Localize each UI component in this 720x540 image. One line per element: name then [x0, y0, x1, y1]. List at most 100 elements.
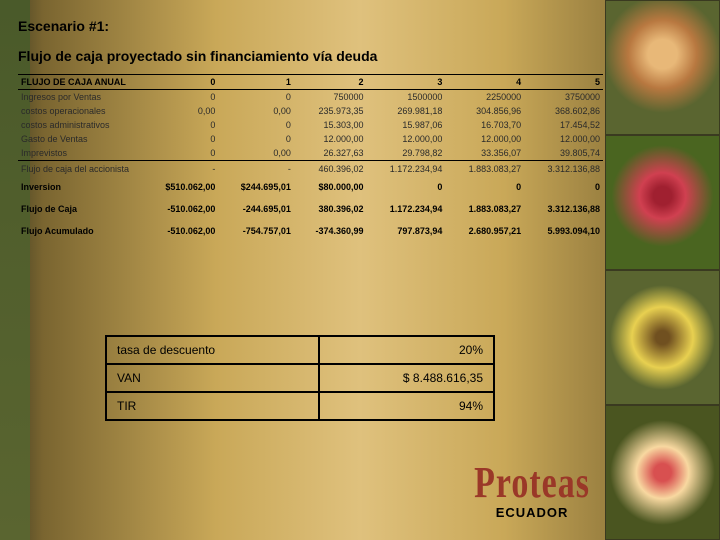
period-3: 3	[367, 75, 446, 90]
cell: 0,00	[143, 104, 218, 118]
cell: 269.981,18	[367, 104, 446, 118]
cell: $510.062,00	[143, 176, 218, 198]
flower-column	[605, 0, 720, 540]
cell: 0,00	[218, 146, 293, 161]
cell: 15.987,06	[367, 118, 446, 132]
cell: 0	[445, 176, 524, 198]
cell: 368.602,86	[524, 104, 603, 118]
cell: 3.312.136,88	[524, 162, 603, 176]
cell: 235.973,35	[294, 104, 367, 118]
logo: Proteas ECUADOR	[474, 465, 590, 520]
cell: 39.805,74	[524, 146, 603, 161]
cell: 2.680.957,21	[445, 220, 524, 242]
period-0: 0	[143, 75, 218, 90]
cell: 750000	[294, 90, 367, 105]
cell: 1500000	[367, 90, 446, 105]
table-row: costos administrativos0015.303,0015.987,…	[18, 118, 603, 132]
cell: 0	[218, 90, 293, 105]
flower-image-4	[605, 405, 720, 540]
cell: 33.356,07	[445, 146, 524, 161]
row-label: Ingresos por Ventas	[18, 90, 143, 105]
flower-image-3	[605, 270, 720, 405]
row-label: Gasto de Ventas	[18, 132, 143, 146]
row-label: Imprevistos	[18, 146, 143, 161]
cell: 0	[218, 118, 293, 132]
row-label: Flujo de Caja	[18, 198, 143, 220]
summary-value: $ 8.488.616,35	[319, 364, 494, 392]
period-1: 1	[218, 75, 293, 90]
cashflow-table: FLUJO DE CAJA ANUAL 0 1 2 3 4 5 Ingresos…	[18, 74, 603, 242]
cell: 29.798,82	[367, 146, 446, 161]
cell: 5.993.094,10	[524, 220, 603, 242]
table-row: Flujo de caja del accionista--460.396,02…	[18, 162, 603, 176]
summary-value: 20%	[319, 336, 494, 364]
cell: 12.000,00	[367, 132, 446, 146]
summary-row: TIR 94%	[106, 392, 494, 420]
slide: Escenario #1: Flujo de caja proyectado s…	[0, 0, 720, 540]
period-5: 5	[524, 75, 603, 90]
table-row: Inversion$510.062,00$244.695,01$80.000,0…	[18, 176, 603, 198]
cell: -244.695,01	[218, 198, 293, 220]
subtitle: Flujo de caja proyectado sin financiamie…	[18, 48, 603, 64]
cell: -510.062,00	[143, 198, 218, 220]
cell: 304.856,96	[445, 104, 524, 118]
cell: 0	[143, 132, 218, 146]
cell: 12.000,00	[524, 132, 603, 146]
cell: 12.000,00	[445, 132, 524, 146]
cell: -	[218, 162, 293, 176]
period-4: 4	[445, 75, 524, 90]
cell: 0,00	[218, 104, 293, 118]
row-label: costos administrativos	[18, 118, 143, 132]
cell: 1.883.083,27	[445, 198, 524, 220]
cell: 17.454,52	[524, 118, 603, 132]
table-row: costos operacionales0,000,00235.973,3526…	[18, 104, 603, 118]
cell: 3.312.136,88	[524, 198, 603, 220]
summary-table: tasa de descuento 20% VAN $ 8.488.616,35…	[105, 335, 495, 421]
row-label: Inversion	[18, 176, 143, 198]
cell: 0	[367, 176, 446, 198]
cell: 12.000,00	[294, 132, 367, 146]
table-row: Ingresos por Ventas007500001500000225000…	[18, 90, 603, 105]
cell: 16.703,70	[445, 118, 524, 132]
header-row: FLUJO DE CAJA ANUAL 0 1 2 3 4 5	[18, 75, 603, 90]
cell: 460.396,02	[294, 162, 367, 176]
flower-image-1	[605, 0, 720, 135]
cell: 15.303,00	[294, 118, 367, 132]
table-row: Flujo de Caja-510.062,00-244.695,01380.3…	[18, 198, 603, 220]
header-label: FLUJO DE CAJA ANUAL	[18, 75, 143, 90]
period-2: 2	[294, 75, 367, 90]
row-label: Flujo de caja del accionista	[18, 162, 143, 176]
summary-label: tasa de descuento	[106, 336, 319, 364]
cell: 0	[143, 90, 218, 105]
scenario-title: Escenario #1:	[18, 18, 603, 34]
row-label: costos operacionales	[18, 104, 143, 118]
cell: -510.062,00	[143, 220, 218, 242]
table-row: Imprevistos00,0026.327,6329.798,8233.356…	[18, 146, 603, 161]
summary-row: VAN $ 8.488.616,35	[106, 364, 494, 392]
cell: -754.757,01	[218, 220, 293, 242]
cell: 0	[218, 132, 293, 146]
cell: 1.172.234,94	[367, 198, 446, 220]
cell: $244.695,01	[218, 176, 293, 198]
table-row: Gasto de Ventas0012.000,0012.000,0012.00…	[18, 132, 603, 146]
cell: $80.000,00	[294, 176, 367, 198]
cell: 0	[143, 118, 218, 132]
cell: 380.396,02	[294, 198, 367, 220]
brand-text: Proteas	[474, 459, 590, 508]
cell: 1.172.234,94	[367, 162, 446, 176]
cell: 26.327,63	[294, 146, 367, 161]
summary-row: tasa de descuento 20%	[106, 336, 494, 364]
cell: 0	[524, 176, 603, 198]
content-area: Escenario #1: Flujo de caja proyectado s…	[18, 18, 603, 242]
summary-label: VAN	[106, 364, 319, 392]
cell: 797.873,94	[367, 220, 446, 242]
cell: 2250000	[445, 90, 524, 105]
cell: 1.883.083,27	[445, 162, 524, 176]
row-label: Flujo Acumulado	[18, 220, 143, 242]
summary-value: 94%	[319, 392, 494, 420]
flower-image-2	[605, 135, 720, 270]
summary-label: TIR	[106, 392, 319, 420]
cell: 0	[143, 146, 218, 161]
cell: -	[143, 162, 218, 176]
table-row: Flujo Acumulado-510.062,00-754.757,01-37…	[18, 220, 603, 242]
